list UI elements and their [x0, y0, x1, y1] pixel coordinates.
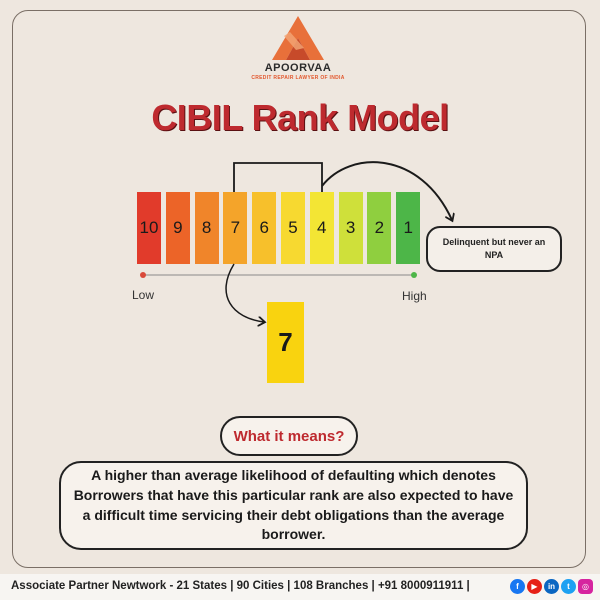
- page-title: CIBIL Rank Model: [151, 97, 449, 138]
- rank-description: A higher than average likelihood of defa…: [59, 461, 528, 550]
- youtube-icon[interactable]: ▶: [527, 579, 542, 594]
- rank-cell-9: 9: [165, 192, 190, 264]
- twitter-icon[interactable]: t: [561, 579, 576, 594]
- rank-cell-5: 5: [280, 192, 305, 264]
- brand-logo: APOORVAA CREDIT REPAIR LAWYER OF INDIA: [243, 14, 353, 81]
- rank-cell-6: 6: [252, 192, 277, 264]
- selected-rank-box: 7: [267, 302, 304, 383]
- apoorvaa-logo-icon: [272, 16, 324, 60]
- rank-cell-10: 10: [137, 192, 161, 264]
- rank-cell-2: 2: [367, 192, 392, 264]
- instagram-icon[interactable]: ◎: [578, 579, 593, 594]
- brand-name: APOORVAA: [264, 62, 332, 74]
- scale-low-label: Low: [132, 288, 155, 302]
- linkedin-icon[interactable]: in: [544, 579, 559, 594]
- footer-bar: Associate Partner Newtwork - 21 States |…: [0, 574, 600, 600]
- rank-cell-1: 1: [396, 192, 421, 264]
- content-frame: [12, 10, 586, 568]
- rank-scale: 10 9 8 7 6 5 4 3 2 1: [137, 192, 421, 264]
- rank-cell-3: 3: [338, 192, 363, 264]
- rank-cell-8: 8: [194, 192, 219, 264]
- scale-high-label: High: [402, 289, 427, 303]
- social-icons: f ▶ in t ◎: [510, 579, 593, 594]
- rank-callout: Delinquent but never an NPA: [426, 226, 562, 272]
- meaning-heading: What it means?: [220, 416, 358, 456]
- rank-cell-7: 7: [223, 192, 248, 264]
- facebook-icon[interactable]: f: [510, 579, 525, 594]
- brand-tagline: CREDIT REPAIR LAWYER OF INDIA: [251, 75, 345, 81]
- rank-cell-4: 4: [309, 192, 334, 264]
- footer-text: Associate Partner Newtwork - 21 States |…: [11, 580, 470, 592]
